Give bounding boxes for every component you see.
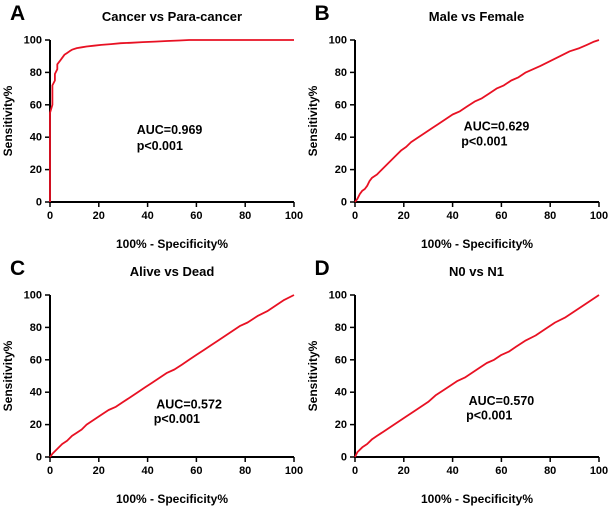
svg-text:60: 60 xyxy=(30,99,42,111)
panel-d: D N0 vs N1 0 20 40 60 80 100 0 20 40 60 80 100 100% … xyxy=(305,255,609,510)
panel-a-header: A Cancer vs Para-cancer xyxy=(0,0,304,30)
svg-text:60: 60 xyxy=(495,465,507,477)
panel-d-letter: D xyxy=(314,257,330,280)
svg-text:100: 100 xyxy=(285,465,303,477)
svg-text:20: 20 xyxy=(397,465,409,477)
svg-text:AUC=0.572: AUC=0.572 xyxy=(156,397,222,411)
roc-chart-cancer-vs-paracancer: 0 20 40 60 80 100 0 20 40 60 80 100 100% - Specifici… xyxy=(1,35,303,252)
svg-text:0: 0 xyxy=(36,452,42,464)
panel-c: C Alive vs Dead 0 20 40 60 80 100 0 20 40 60 80 100… xyxy=(0,255,304,510)
roc-chart-n0-vs-n1: 0 20 40 60 80 100 0 20 40 60 80 100 100% - Specifici… xyxy=(306,290,608,507)
svg-text:80: 80 xyxy=(30,322,42,334)
svg-text:20: 20 xyxy=(30,419,42,431)
svg-text:80: 80 xyxy=(239,210,251,222)
svg-text:100% - Specificity%: 100% - Specificity% xyxy=(420,492,532,506)
svg-text:0: 0 xyxy=(36,197,42,209)
svg-text:p<0.001: p<0.001 xyxy=(466,409,512,423)
panel-a-letter: A xyxy=(10,2,26,25)
svg-text:20: 20 xyxy=(397,210,409,222)
svg-text:100: 100 xyxy=(589,465,607,477)
svg-text:100: 100 xyxy=(285,210,303,222)
svg-text:0: 0 xyxy=(340,452,346,464)
svg-text:60: 60 xyxy=(190,210,202,222)
svg-text:100: 100 xyxy=(24,290,42,302)
svg-text:40: 40 xyxy=(141,210,153,222)
svg-text:40: 40 xyxy=(334,132,346,144)
svg-text:p<0.001: p<0.001 xyxy=(461,134,507,148)
svg-text:80: 80 xyxy=(544,465,556,477)
svg-text:60: 60 xyxy=(334,99,346,111)
panel-d-header: D N0 vs N1 xyxy=(305,255,609,285)
svg-text:80: 80 xyxy=(239,465,251,477)
svg-text:20: 20 xyxy=(30,164,42,176)
svg-text:AUC=0.969: AUC=0.969 xyxy=(137,123,203,137)
svg-text:100% - Specificity%: 100% - Specificity% xyxy=(420,237,532,251)
svg-text:40: 40 xyxy=(30,387,42,399)
roc-chart-male-vs-female: 0 20 40 60 80 100 0 20 40 60 80 100 100% - Specifici… xyxy=(306,35,608,252)
svg-text:AUC=0.629: AUC=0.629 xyxy=(463,120,529,134)
svg-text:40: 40 xyxy=(30,132,42,144)
svg-text:40: 40 xyxy=(446,465,458,477)
svg-text:80: 80 xyxy=(334,322,346,334)
svg-text:20: 20 xyxy=(334,164,346,176)
svg-text:80: 80 xyxy=(544,210,556,222)
panel-d-title: N0 vs N1 xyxy=(449,264,504,279)
svg-text:Sensitivity%: Sensitivity% xyxy=(306,340,320,411)
svg-text:0: 0 xyxy=(340,197,346,209)
panel-b-letter: B xyxy=(314,2,330,25)
svg-text:60: 60 xyxy=(334,354,346,366)
panel-a: A Cancer vs Para-cancer 0 20 40 60 80 100 0 20 4… xyxy=(0,0,304,255)
panel-b-title: Male vs Female xyxy=(428,9,525,24)
svg-text:0: 0 xyxy=(47,210,53,222)
svg-text:100: 100 xyxy=(24,35,42,47)
svg-text:60: 60 xyxy=(30,354,42,366)
panel-c-header: C Alive vs Dead xyxy=(0,255,304,285)
svg-text:Sensitivity%: Sensitivity% xyxy=(1,85,15,156)
svg-text:20: 20 xyxy=(93,465,105,477)
svg-text:0: 0 xyxy=(351,465,357,477)
svg-text:100% - Specificity%: 100% - Specificity% xyxy=(116,237,228,251)
svg-text:40: 40 xyxy=(141,465,153,477)
svg-text:40: 40 xyxy=(334,387,346,399)
panel-b: B Male vs Female 0 20 40 60 80 100 0 20 40 60 80 10… xyxy=(305,0,609,255)
svg-text:100: 100 xyxy=(328,290,346,302)
panel-c-title: Alive vs Dead xyxy=(129,264,215,279)
svg-text:40: 40 xyxy=(446,210,458,222)
roc-chart-alive-vs-dead: 0 20 40 60 80 100 0 20 40 60 80 100 100% - Specifici… xyxy=(1,290,303,507)
svg-text:80: 80 xyxy=(334,67,346,79)
panel-a-title: Cancer vs Para-cancer xyxy=(101,9,243,24)
svg-text:p<0.001: p<0.001 xyxy=(137,139,183,153)
svg-text:100: 100 xyxy=(328,35,346,47)
panel-b-header: B Male vs Female xyxy=(305,0,609,30)
svg-text:0: 0 xyxy=(351,210,357,222)
svg-text:AUC=0.570: AUC=0.570 xyxy=(468,394,534,408)
svg-text:60: 60 xyxy=(495,210,507,222)
svg-text:Sensitivity%: Sensitivity% xyxy=(306,85,320,156)
svg-text:p<0.001: p<0.001 xyxy=(154,412,200,426)
svg-text:20: 20 xyxy=(93,210,105,222)
svg-text:100: 100 xyxy=(589,210,607,222)
svg-text:20: 20 xyxy=(334,419,346,431)
svg-text:80: 80 xyxy=(30,67,42,79)
svg-text:60: 60 xyxy=(190,465,202,477)
panel-c-letter: C xyxy=(10,257,26,280)
svg-text:Sensitivity%: Sensitivity% xyxy=(1,340,15,411)
svg-text:100% - Specificity%: 100% - Specificity% xyxy=(116,492,228,506)
svg-text:0: 0 xyxy=(47,465,53,477)
